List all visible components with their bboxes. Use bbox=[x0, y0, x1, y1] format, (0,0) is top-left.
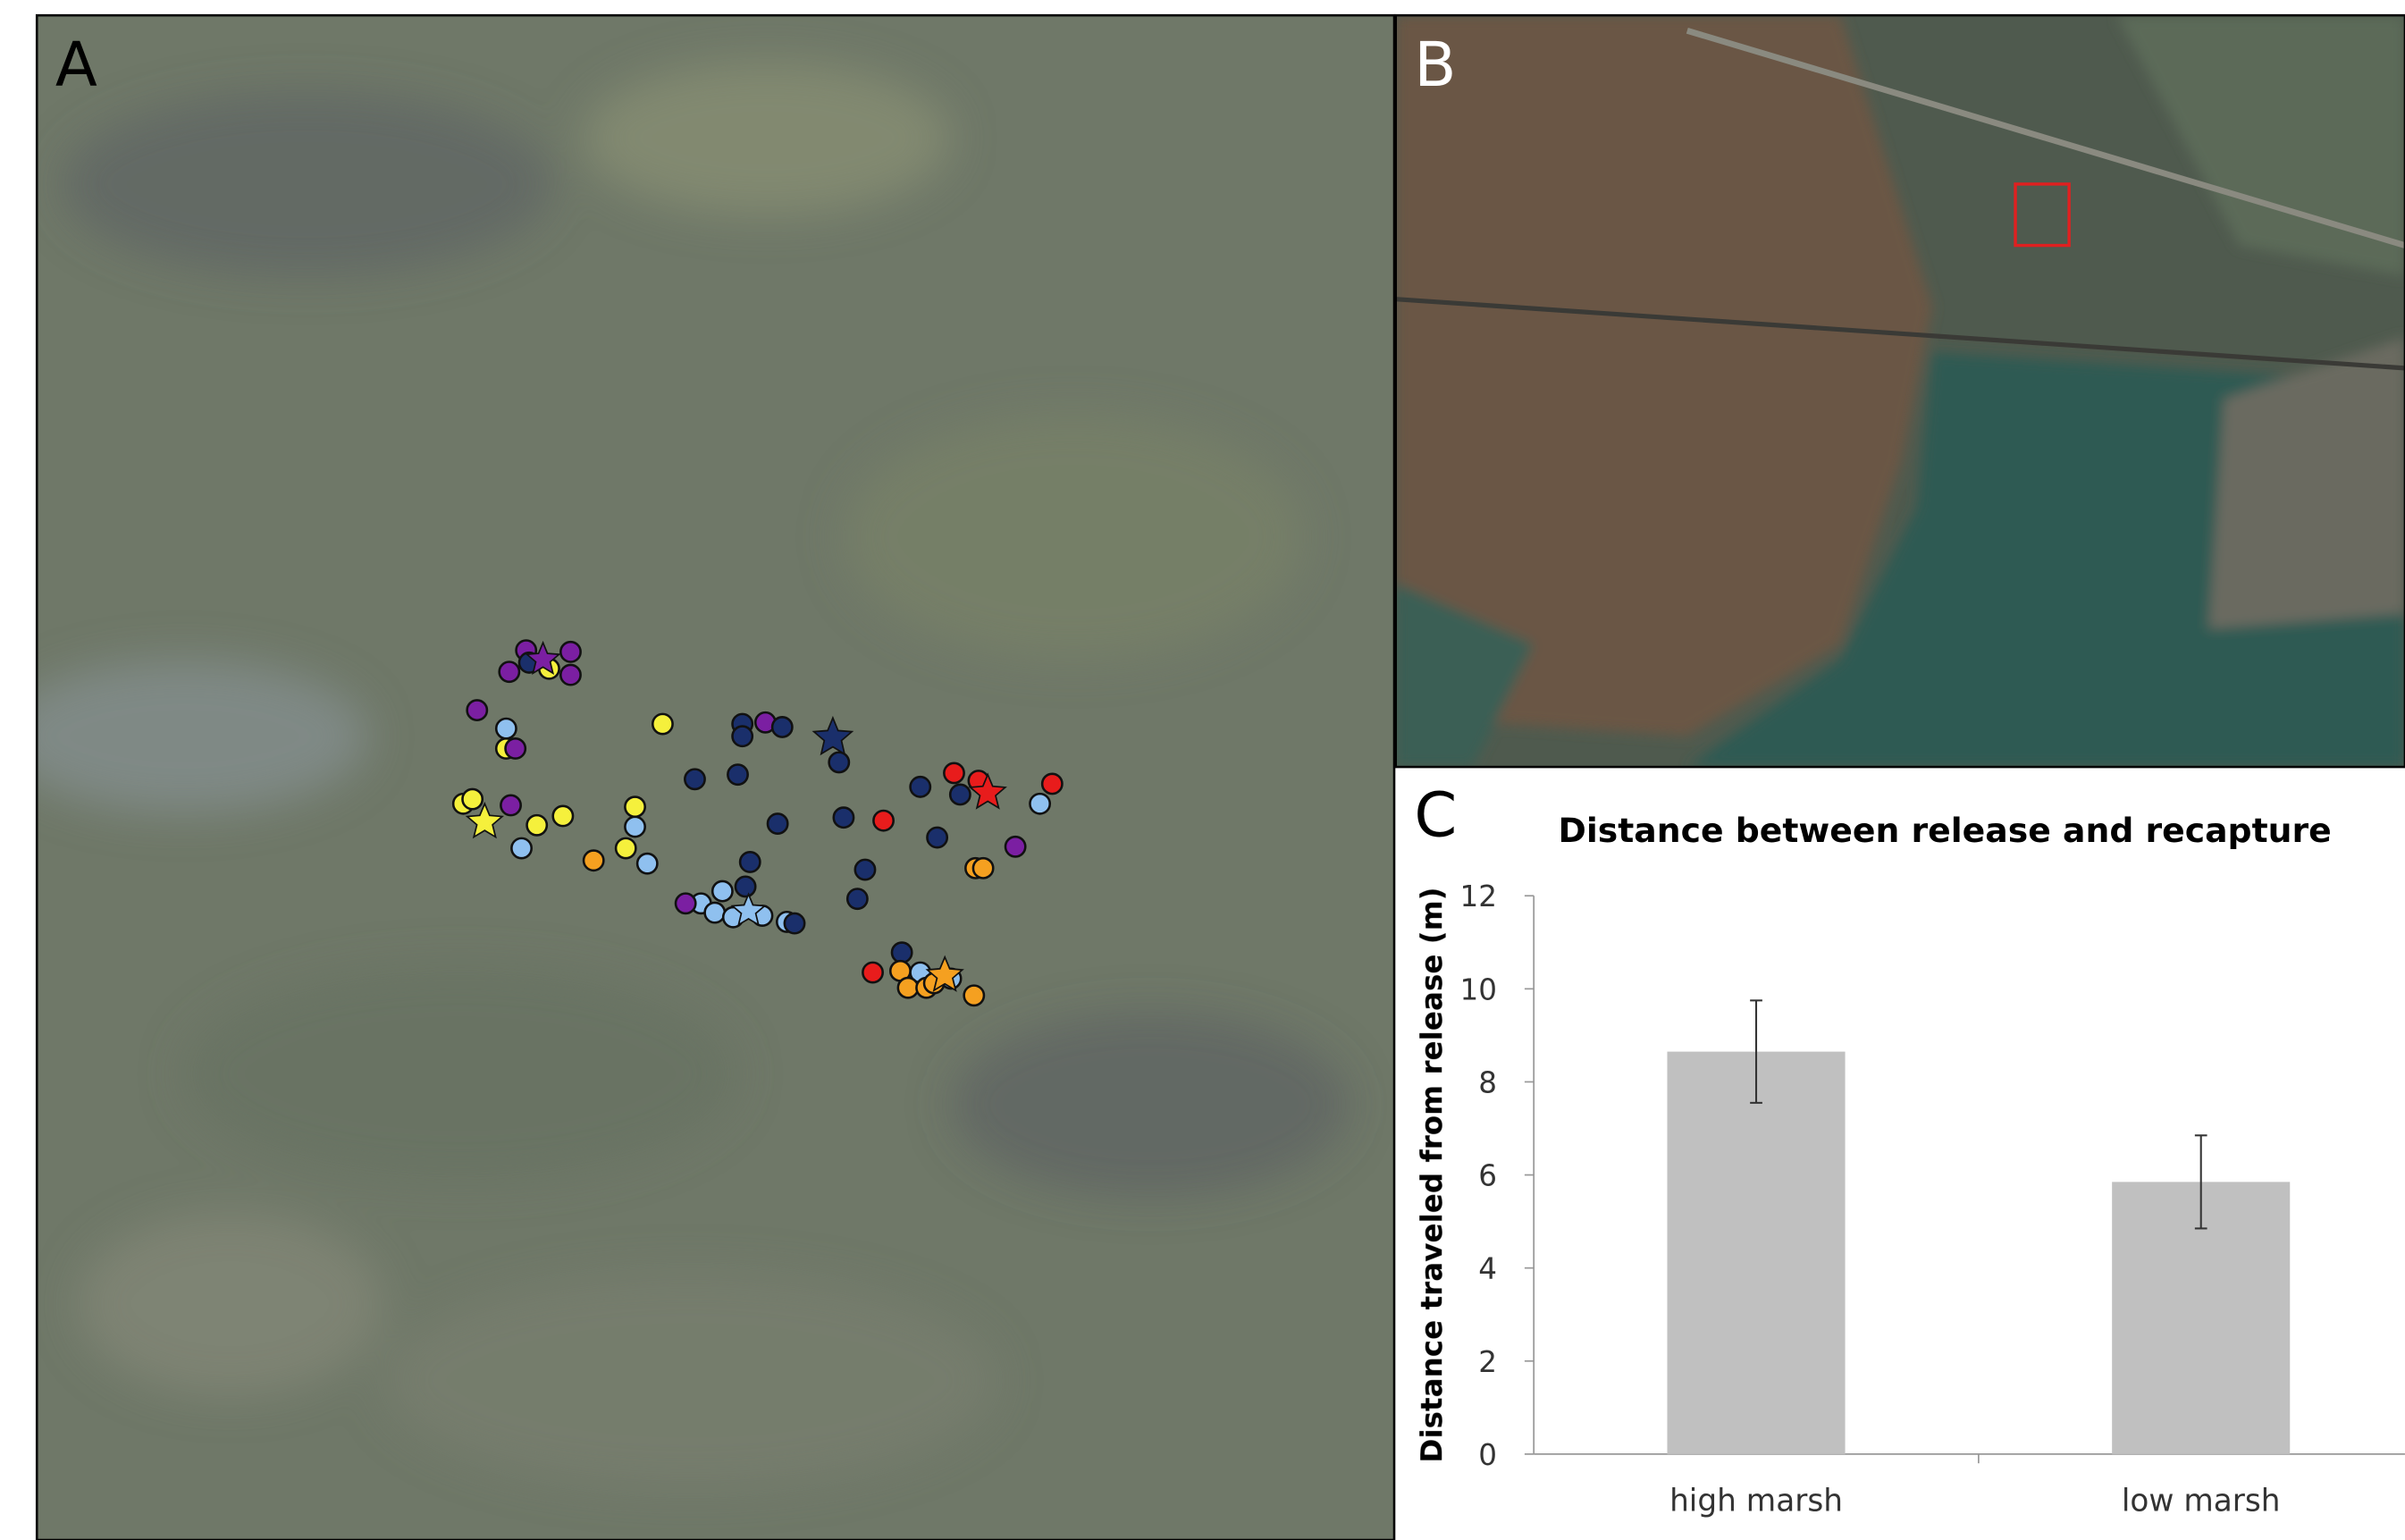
y-axis-label: Distance traveled from release (m) bbox=[1415, 887, 1449, 1462]
point bbox=[834, 808, 854, 828]
patch bbox=[62, 92, 552, 276]
point bbox=[772, 717, 792, 736]
point bbox=[511, 838, 531, 858]
patch bbox=[383, 1273, 996, 1487]
point bbox=[950, 785, 970, 804]
point bbox=[829, 753, 849, 772]
figure: A B C Distance between release and recap… bbox=[0, 0, 2405, 1540]
y-tick-label: 0 bbox=[1478, 1438, 1497, 1472]
point bbox=[616, 838, 635, 858]
page: A B C Distance between release and recap… bbox=[0, 0, 2405, 1540]
point bbox=[685, 770, 704, 789]
point bbox=[506, 738, 526, 758]
point bbox=[625, 797, 644, 817]
point bbox=[712, 881, 732, 901]
point bbox=[467, 700, 487, 720]
point bbox=[892, 943, 912, 963]
point bbox=[705, 903, 725, 922]
point bbox=[560, 665, 580, 685]
point bbox=[964, 986, 984, 1006]
point bbox=[847, 889, 867, 909]
y-tick-label: 10 bbox=[1460, 972, 1497, 1006]
point bbox=[973, 858, 993, 878]
point bbox=[855, 860, 875, 879]
panel-label: A bbox=[55, 29, 97, 101]
panel-a-image bbox=[0, 15, 1394, 1540]
y-tick-label: 4 bbox=[1478, 1252, 1497, 1286]
patch bbox=[184, 966, 736, 1181]
point bbox=[1005, 837, 1025, 856]
point bbox=[553, 806, 573, 826]
patch bbox=[0, 660, 368, 813]
patch bbox=[844, 414, 1304, 660]
x-tick-label: high marsh bbox=[1669, 1483, 1843, 1519]
point bbox=[560, 642, 580, 661]
y-tick-label: 2 bbox=[1478, 1345, 1497, 1379]
point bbox=[462, 789, 482, 809]
point bbox=[625, 817, 644, 837]
point bbox=[768, 813, 787, 833]
point bbox=[527, 815, 547, 835]
patch bbox=[951, 1013, 1350, 1197]
point bbox=[785, 913, 804, 933]
bar bbox=[1667, 1052, 1845, 1454]
x-tick-label: low marsh bbox=[2122, 1483, 2281, 1519]
point bbox=[637, 854, 657, 873]
point bbox=[736, 877, 755, 896]
y-tick-label: 12 bbox=[1460, 879, 1497, 913]
point bbox=[652, 714, 672, 734]
chart-title: Distance between release and recapture bbox=[1558, 811, 2331, 850]
point bbox=[500, 795, 520, 815]
point bbox=[727, 764, 747, 784]
point bbox=[1042, 774, 1062, 794]
point bbox=[733, 727, 753, 746]
y-tick-label: 6 bbox=[1478, 1159, 1497, 1193]
point bbox=[862, 963, 882, 982]
patch bbox=[583, 62, 951, 215]
point bbox=[911, 777, 930, 796]
panel-b-map bbox=[1396, 15, 2405, 767]
point bbox=[873, 811, 893, 830]
patch bbox=[77, 1212, 383, 1396]
point bbox=[898, 978, 918, 997]
point bbox=[944, 763, 963, 783]
bar-chart: 0 2 4 6 8 10 12 high marsh low marsh bbox=[1460, 879, 2405, 1519]
point bbox=[740, 852, 760, 871]
point bbox=[676, 894, 695, 913]
point bbox=[927, 828, 946, 847]
point bbox=[584, 851, 603, 871]
point bbox=[1030, 794, 1049, 813]
panel-label: C bbox=[1414, 779, 1457, 851]
panel-label: B bbox=[1414, 29, 1456, 101]
point bbox=[500, 662, 519, 682]
y-tick-label: 8 bbox=[1478, 1065, 1497, 1099]
point bbox=[496, 719, 516, 738]
